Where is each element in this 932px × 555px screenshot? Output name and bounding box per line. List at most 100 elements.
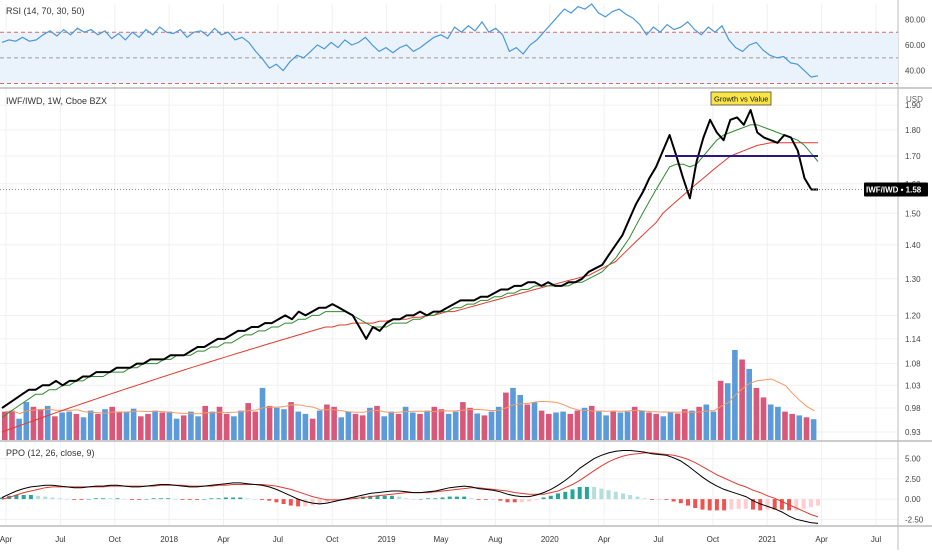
- volume-bar: [231, 416, 237, 440]
- ppo-histogram-bar: [563, 491, 568, 500]
- volume-bar: [538, 410, 545, 440]
- volume-bar: [531, 402, 538, 440]
- ppo-histogram-bar: [686, 499, 690, 506]
- ppo-histogram-bar: [794, 499, 799, 511]
- volume-bar: [703, 404, 710, 440]
- volume-bar: [238, 410, 244, 440]
- volume-bar: [252, 411, 259, 440]
- ppo-histogram-bar: [0, 497, 4, 500]
- volume-bar: [52, 416, 58, 440]
- rsi-line: [1, 3, 819, 78]
- ppo-histogram-bar: [758, 499, 763, 511]
- ppo-histogram-bar: [426, 498, 431, 500]
- ppo-histogram-bar: [440, 497, 445, 500]
- volume-bar: [388, 411, 395, 440]
- volume-bar: [717, 380, 724, 440]
- volume-bar: [495, 406, 502, 440]
- ppo-histogram-bar: [779, 499, 784, 510]
- volume-bar: [567, 413, 574, 440]
- main-price-panel: IWF/IWD, 1W, Cboe BZX USD 1.90 1.80 1.70 1.…: [0, 91, 928, 440]
- volume-bar: [410, 412, 416, 440]
- ppo-histogram-bar: [108, 498, 113, 500]
- volume-bar: [445, 413, 452, 440]
- ppo-histogram-bar: [476, 499, 481, 500]
- ppo-histogram-bar: [534, 499, 539, 500]
- ppo-histogram-bar: [657, 499, 662, 500]
- volume-bar: [574, 410, 581, 440]
- volume-bar: [395, 413, 402, 440]
- volume-bar: [338, 417, 344, 440]
- volume-bar: [631, 406, 638, 440]
- ppo-histogram-bar: [613, 491, 618, 500]
- volume-bar: [180, 415, 187, 440]
- volume-bar: [710, 411, 717, 440]
- price-axis-label: 0.98: [905, 404, 921, 413]
- ppo-histogram-bar: [21, 495, 26, 500]
- ppo-histogram-bar: [50, 497, 55, 500]
- rsi-axis-label: 80.00: [905, 15, 926, 24]
- volume-bar: [367, 407, 373, 440]
- ppo-histogram-bar: [693, 499, 698, 508]
- ppo-histogram-bar: [180, 499, 185, 500]
- main-title: IWF/IWD, 1W, Cboe BZX: [6, 96, 107, 106]
- x-tick-label: Jul: [871, 535, 881, 544]
- volume-bar: [44, 405, 51, 440]
- volume-bar: [259, 387, 266, 440]
- ppo-histogram-bar: [122, 499, 127, 500]
- price-line: [1, 109, 818, 409]
- ppo-histogram-bar: [628, 495, 633, 500]
- ppo-histogram-bar: [317, 499, 322, 505]
- ppo-axis-label: 5.00: [905, 455, 921, 464]
- volume-bar: [402, 406, 409, 440]
- ppo-histogram-bar: [195, 499, 199, 500]
- ppo-axis-label: 0.00: [905, 495, 921, 504]
- volume-bar: [152, 410, 158, 440]
- volume-bar: [23, 402, 30, 440]
- ppo-panel: PPO (12, 26, close, 9) 5.00 2.50 0.00 -2.50: [0, 448, 924, 524]
- ppo-histogram-bar: [43, 496, 48, 499]
- x-tick-label: 2020: [541, 535, 559, 544]
- ppo-histogram-bar: [722, 499, 727, 511]
- price-axis-label: 1.03: [905, 381, 921, 390]
- ppo-histogram-bar: [736, 499, 741, 509]
- ppo-histogram-bar: [808, 499, 813, 508]
- volume-bar: [274, 407, 280, 440]
- rsi-panel: RSI (14, 70, 30, 50) 80.00 60.00 40.00: [0, 3, 926, 84]
- volume-bar: [130, 408, 137, 440]
- ppo-histogram-bar: [267, 499, 272, 501]
- volume-bar: [37, 409, 44, 440]
- volume-bar: [560, 411, 566, 440]
- ppo-histogram-bar: [14, 495, 19, 500]
- ppo-histogram-bar: [209, 498, 214, 500]
- ppo-histogram-bar: [707, 499, 712, 511]
- ppo-histogram-bar: [231, 497, 236, 500]
- ppo-histogram-bar: [368, 495, 373, 499]
- ppo-histogram-bar: [541, 497, 546, 500]
- ppo-histogram-bar: [187, 499, 192, 500]
- ppo-histogram-bar: [433, 498, 438, 500]
- fast-ma-line: [1, 124, 819, 418]
- volume-bar: [417, 413, 423, 440]
- ppo-histogram-bar: [454, 496, 459, 499]
- volume-bar: [438, 409, 445, 440]
- time-axis: Apr Jul Oct 2018 Apr Jul Oct 2019 May Aug 2020 Apr J…: [0, 535, 881, 544]
- ppo-histogram-bar: [281, 499, 286, 504]
- ppo-histogram-bar: [288, 499, 293, 506]
- volume-bar: [767, 404, 774, 440]
- x-tick-label: Oct: [109, 535, 122, 544]
- volume-bar: [603, 415, 609, 440]
- ppo-histogram-bar: [570, 489, 575, 500]
- ppo-histogram-bar: [137, 499, 142, 500]
- volume-bar: [145, 413, 151, 440]
- ppo-histogram-bar: [252, 499, 257, 500]
- volume-bar: [223, 413, 230, 440]
- volume-bar: [639, 410, 645, 440]
- volume-bar: [682, 409, 688, 440]
- volume-bar: [789, 413, 795, 440]
- volume-bar: [87, 410, 94, 440]
- volume-bar: [689, 410, 695, 440]
- ppo-histogram-bar: [483, 499, 488, 500]
- volume-bar: [588, 405, 595, 440]
- ppo-histogram-bar: [397, 496, 402, 499]
